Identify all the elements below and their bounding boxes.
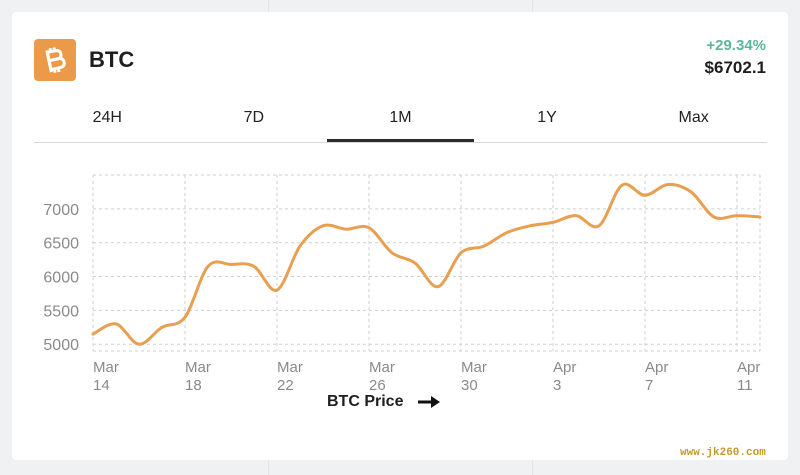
tab-24h[interactable]: 24H (92, 109, 122, 126)
x-tick-label: 22 (277, 377, 294, 394)
y-tick-label: 5500 (43, 303, 79, 320)
x-tick-label: 18 (185, 377, 202, 394)
x-tick-label: 26 (369, 377, 386, 394)
x-tick-label: Apr (553, 359, 576, 376)
background-divider (268, 0, 269, 12)
x-tick-label: Mar (461, 359, 487, 376)
x-tick-label: Mar (93, 359, 119, 376)
x-tick-label: Mar (277, 359, 303, 376)
x-tick-label: Apr (737, 359, 760, 376)
btc-price-card: BTC +29.34% $6702.1 24H 7D 1M 1Y Max (12, 12, 788, 460)
current-price: $6702.1 (704, 58, 766, 77)
x-tick-label: 11 (737, 377, 753, 394)
coin-ticker: BTC (89, 47, 135, 72)
x-tick-label: Mar (185, 359, 211, 376)
background-divider (532, 460, 533, 475)
timeframe-tabs: 24H 7D 1M 1Y Max (34, 98, 767, 143)
x-tick-label: 14 (93, 377, 110, 394)
tab-1y[interactable]: 1Y (537, 109, 557, 126)
background-divider (268, 460, 269, 475)
btc-price-line (91, 182, 762, 346)
chart-caption: BTC Price (327, 393, 441, 411)
watermark: www.jk260.com (680, 447, 766, 459)
y-tick-label: 6500 (43, 236, 79, 253)
y-tick-label: 7000 (43, 202, 79, 219)
x-tick-label: Apr (645, 359, 668, 376)
background-divider (532, 0, 533, 12)
x-tick-label: Mar (369, 359, 395, 376)
y-tick-label: 5000 (43, 337, 79, 354)
x-tick-label: 7 (645, 377, 653, 394)
y-tick-label: 6000 (43, 270, 79, 287)
tab-max[interactable]: Max (678, 109, 709, 126)
tab-1m[interactable]: 1M (327, 98, 474, 142)
bitcoin-icon (34, 39, 76, 81)
tab-7d[interactable]: 7D (243, 109, 265, 126)
x-tick-label: 3 (553, 377, 561, 394)
x-tick-label: 30 (461, 377, 478, 394)
price-change: +29.34% (706, 37, 766, 54)
caption-label: BTC Price (327, 393, 404, 410)
arrow-right-icon (418, 396, 441, 408)
